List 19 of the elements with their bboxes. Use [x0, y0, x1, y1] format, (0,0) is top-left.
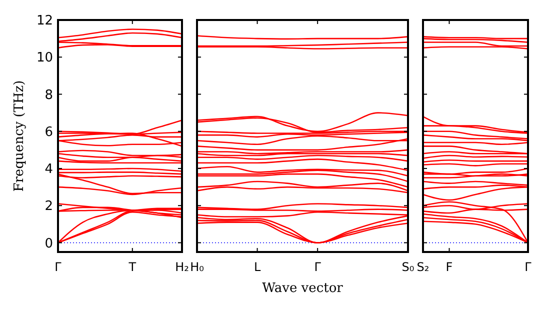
x-tick-label: H₂ — [175, 260, 190, 274]
x-tick-label: S₀ — [402, 260, 414, 274]
y-tick-label: 2 — [44, 199, 53, 214]
y-tick-label: 6 — [44, 124, 53, 140]
x-axis-title: Wave vector — [262, 281, 344, 296]
y-axis-title: Frequency (THz) — [12, 80, 27, 192]
x-tick-label: T — [128, 260, 137, 274]
y-tick-label: 4 — [44, 162, 53, 178]
x-tick-label: F — [446, 260, 453, 274]
y-tick-label: 8 — [44, 88, 53, 103]
x-tick-label: Γ — [314, 260, 322, 274]
x-tick-label: Γ — [54, 260, 62, 274]
x-tick-label: H₀ — [190, 260, 204, 274]
y-tick-label: 0 — [44, 236, 53, 252]
x-tick-label: S₂ — [416, 260, 430, 274]
y-tick-label: 10 — [36, 50, 53, 66]
x-tick-label: Γ — [524, 260, 532, 274]
y-tick-label: 12 — [36, 14, 53, 29]
x-tick-label: L — [254, 260, 261, 274]
